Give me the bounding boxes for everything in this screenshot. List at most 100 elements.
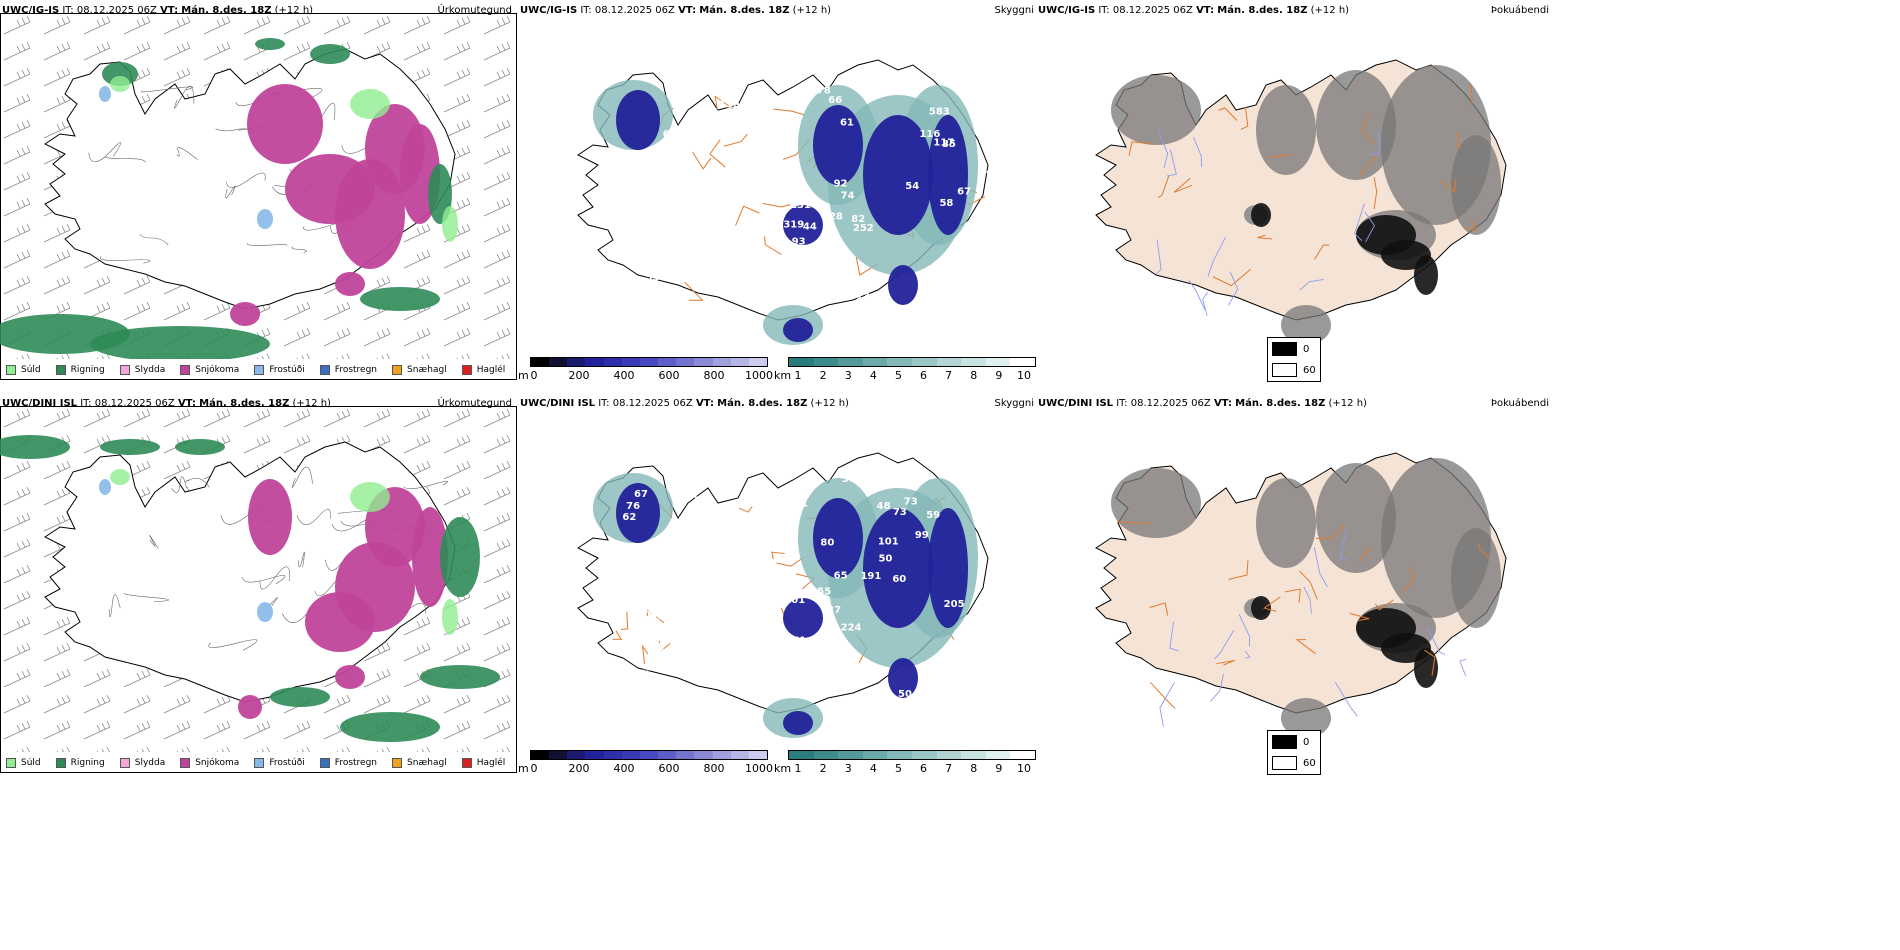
valid-time: Mán. 8.des. 18Z (717, 398, 808, 409)
legend-item: Frostúði (254, 758, 305, 768)
colorbar-cell (531, 358, 550, 366)
visibility-tick: 2 (819, 762, 827, 775)
legend-item: Snjókoma (180, 365, 239, 375)
lead-time: (+12 h) (1328, 398, 1367, 409)
cloud-base-value: 89 (776, 658, 790, 669)
legend-label: Frostúði (269, 758, 305, 768)
legend-swatch (392, 365, 403, 375)
cloud-base-value: 51 (857, 288, 871, 299)
cloud-base-value: 83 (736, 237, 750, 248)
colorbar-cell (730, 358, 749, 366)
legend-swatch (180, 758, 191, 768)
fog-legend-swatch (1272, 363, 1297, 377)
cloud-base-value: 220 (774, 592, 795, 603)
cloud-base-value: 99 (915, 530, 929, 541)
cloud-base-value: 34 (648, 608, 662, 619)
cloud-base-value: 76 (626, 501, 640, 512)
legend-label: Rigning (70, 365, 105, 375)
visibility-tick: 10 (1017, 369, 1031, 382)
colorbar-cell (585, 358, 604, 366)
cloud-base-value: 73 (904, 497, 918, 508)
cloud-base-value: 90 (757, 667, 771, 678)
height-tick: 400 (613, 762, 635, 775)
model-name: UWC/IG-IS (520, 5, 578, 16)
legend-label: Frostregn (334, 365, 378, 375)
model-name: UWC/DINI ISL (2, 398, 78, 409)
cloud-base-value: 87 (787, 166, 801, 177)
colorbar-cell (694, 358, 713, 366)
legend-label: Haglél (476, 758, 506, 768)
cloud-base-value: 55 (817, 586, 831, 597)
cloud-base-value: 76 (638, 605, 652, 616)
valid-time-label: VT: (695, 398, 714, 409)
fog-legend-value: 0 (1303, 736, 1310, 748)
visibility-tick: 1 (794, 762, 802, 775)
issue-time: IT: 08.12.2025 06Z (1116, 398, 1211, 409)
cloud-base-value: 50 (924, 298, 938, 309)
legend-swatch (461, 758, 472, 768)
cloud-base-value: 163 (958, 282, 979, 293)
cloud-base-value: 97 (611, 316, 625, 327)
legend-item: Snæhagl (392, 365, 447, 375)
legend-item: Rigning (55, 365, 105, 375)
colorbar-cell (789, 358, 814, 366)
legend-label: Rigning (70, 758, 105, 768)
colorbar-cell (985, 358, 1011, 366)
panel-title: UWC/DINI ISL IT: 08.12.2025 06Z VT: Mán.… (520, 398, 849, 409)
colorbar-cell (911, 751, 937, 759)
model-name: UWC/IG-IS (1038, 5, 1096, 16)
legend-item: Snæhagl (392, 758, 447, 768)
legend-item: Súld (6, 365, 41, 375)
panel-title: UWC/IG-IS IT: 08.12.2025 06Z VT: Mán. 8.… (520, 5, 831, 16)
precip-legend: Súld Rigning Slydda Snjókoma Frostúði Frostre… (6, 752, 518, 774)
cloud-base-value: 205 (944, 599, 965, 610)
issue-time: IT: 08.12.2025 06Z (598, 398, 693, 409)
precip-map (0, 407, 517, 752)
fog-legend: 0 60 (1267, 730, 1321, 775)
legend-label: Snæhagl (407, 365, 447, 375)
colorbar-cell (748, 358, 768, 366)
cloud-base-value: 57 (630, 689, 644, 700)
height-tick: 600 (658, 369, 680, 382)
colorbar-cell (603, 751, 622, 759)
model-name: UWC/DINI ISL (520, 398, 596, 409)
legend-label: Slydda (134, 365, 166, 375)
issue-time: IT: 08.12.2025 06Z (80, 398, 175, 409)
height-unit: m (518, 369, 529, 382)
cloud-base-value: 67 (634, 489, 648, 500)
height-tick: 1000 (745, 369, 773, 382)
cloud-base-value: 73 (760, 186, 774, 197)
cloud-base-value: 35 (942, 139, 956, 150)
visibility-label: Skyggni (994, 5, 1034, 16)
colorbar-cell (838, 358, 863, 366)
colorbar-cell (862, 358, 888, 366)
colorbar-cell (531, 751, 550, 759)
legend-swatch (55, 365, 66, 375)
cloud-base-value: 181 (833, 251, 854, 262)
cloud-base-value: 583 (929, 106, 950, 117)
cloud-base-value: 101 (784, 595, 805, 606)
model-name: UWC/DINI ISL (1038, 398, 1114, 409)
cloud-base-value: 76 (781, 488, 795, 499)
cloud-base-value: 77 (986, 105, 1000, 116)
visibility-tick: 3 (844, 369, 852, 382)
lead-time: (+12 h) (274, 5, 314, 16)
cloud-base-panel: UWC/IG-IS IT: 08.12.2025 06Z VT: Mán. 8.… (518, 0, 1036, 385)
colorbar-cell (549, 751, 568, 759)
cloud-base-value: 41 (643, 662, 657, 673)
colorbar-cell (639, 358, 659, 366)
cloud-base-value: 91 (660, 293, 674, 304)
fog-legend-value: 60 (1303, 757, 1316, 769)
legend-swatch (461, 365, 472, 375)
colorbar-cell (549, 358, 568, 366)
cloud-base-value: 58 (939, 198, 953, 209)
visibility-tick: 9 (995, 369, 1003, 382)
colorbar-cell (961, 358, 986, 366)
visibility-tick: 5 (894, 369, 902, 382)
colorbar-cell (936, 751, 962, 759)
cloud-base-value: 79 (970, 108, 984, 119)
valid-time-label: VT: (1196, 5, 1215, 16)
visibility-colorbar-cells (788, 357, 1036, 367)
cloud-base-value: 117 (933, 137, 954, 148)
cloud-base-value: 319 (783, 220, 804, 231)
